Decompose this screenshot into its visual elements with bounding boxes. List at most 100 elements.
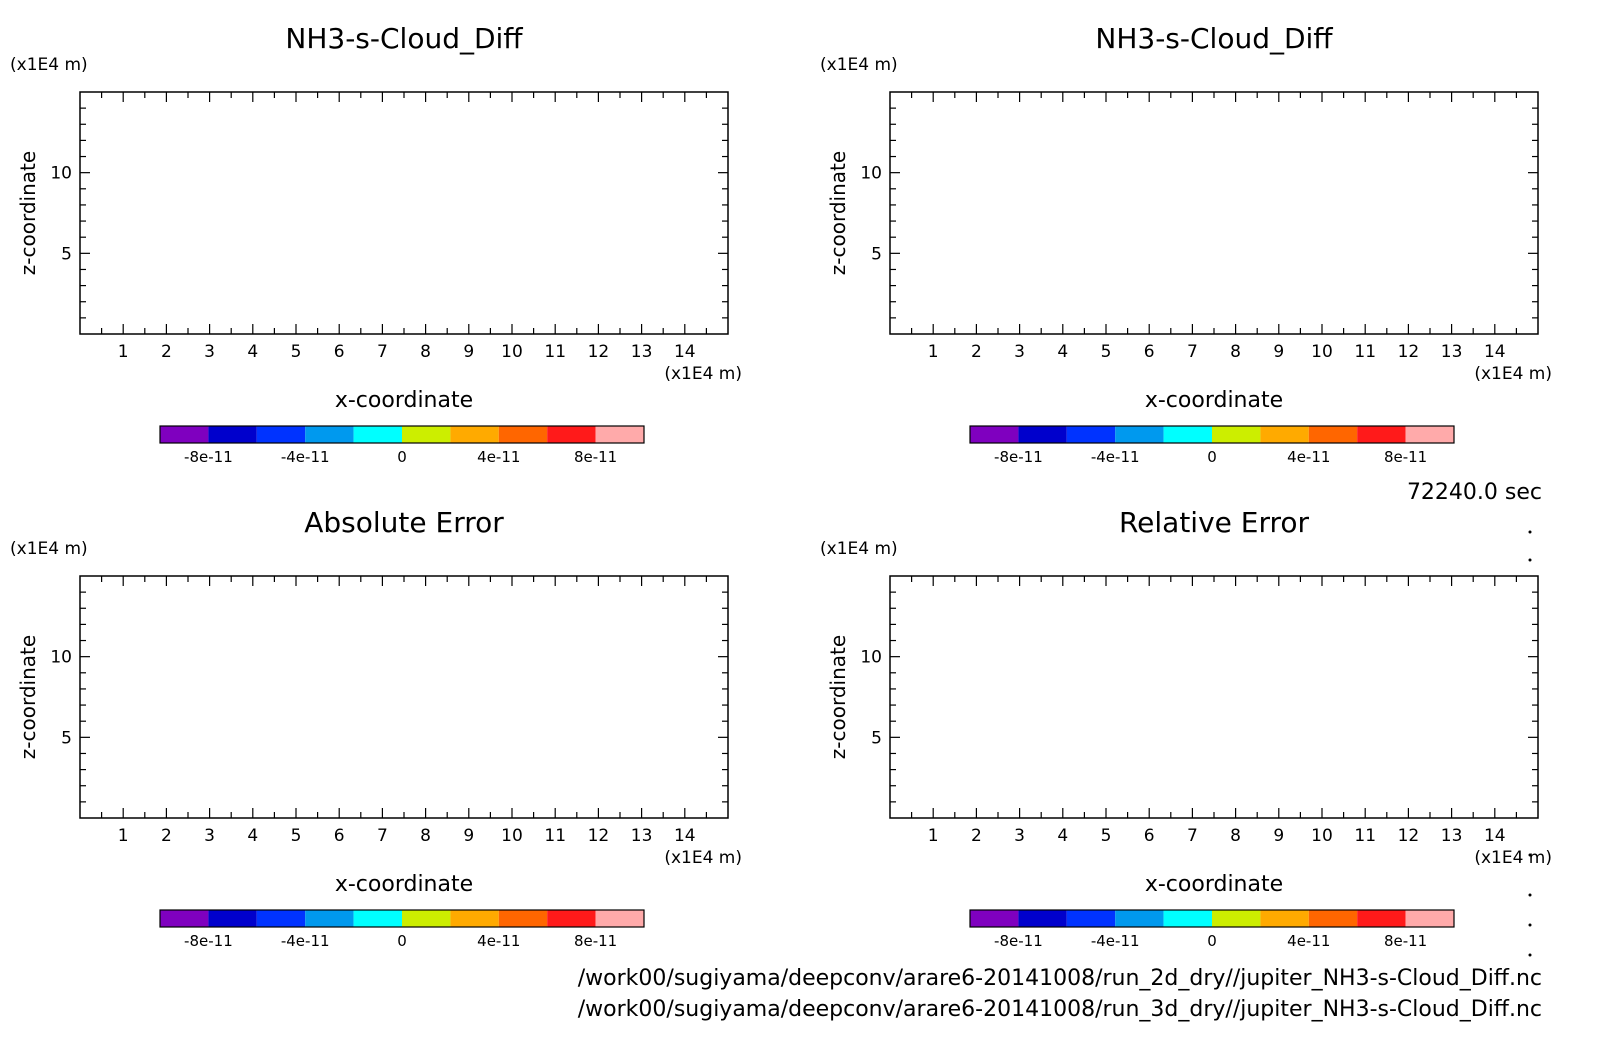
x-tick-label: 5 (1101, 826, 1112, 846)
x-tick-label: 7 (377, 342, 388, 362)
colorbar-tick-label: -8e-11 (994, 932, 1043, 950)
x-tick-label: 14 (1484, 826, 1506, 846)
colorbar-tick-label: 0 (397, 448, 407, 466)
x-tick-label: 6 (334, 826, 345, 846)
colorbar-tick-label: -4e-11 (1091, 448, 1140, 466)
y-unit-label: (x1E4 m) (10, 55, 88, 75)
margin-dot (1528, 558, 1532, 562)
x-unit-label: (x1E4 m) (1474, 364, 1552, 384)
colorbar-swatch (1308, 426, 1358, 443)
colorbar-tick-label: 8e-11 (574, 932, 617, 950)
x-tick-label: 11 (544, 826, 566, 846)
x-tick-label: 1 (118, 826, 129, 846)
colorbar-tick-label: 0 (397, 932, 407, 950)
x-tick-label: 10 (1311, 826, 1333, 846)
x-tick-label: 5 (291, 826, 302, 846)
y-axis-label: z-coordinate (16, 635, 40, 759)
x-tick-label: 5 (291, 342, 302, 362)
x-tick-label: 1 (118, 342, 129, 362)
y-axis-label: z-coordinate (826, 635, 850, 759)
x-tick-label: 7 (1187, 826, 1198, 846)
x-tick-label: 3 (204, 342, 215, 362)
x-tick-label: 11 (1354, 342, 1376, 362)
time-label: 72240.0 sec (1406, 480, 1542, 505)
y-tick-label: 10 (860, 648, 882, 668)
colorbar-swatch (402, 910, 451, 927)
x-tick-label: 8 (420, 826, 431, 846)
colorbar-swatch (160, 426, 209, 443)
colorbar-swatch (305, 910, 354, 927)
colorbar-swatch (498, 426, 548, 443)
colorbar-swatch (256, 426, 306, 443)
y-unit-label: (x1E4 m) (820, 55, 898, 75)
colorbar-tick-label: -8e-11 (184, 932, 233, 950)
x-tick-label: 12 (1398, 826, 1420, 846)
x-tick-label: 13 (631, 342, 653, 362)
y-tick-label: 10 (860, 164, 882, 184)
footer-file-path-2: /work00/sugiyama/deepconv/arare6-2014100… (577, 997, 1542, 1022)
x-tick-label: 13 (631, 826, 653, 846)
plot-frame (889, 575, 1539, 819)
colorbar-swatch (450, 910, 499, 927)
colorbar-swatch (1115, 910, 1164, 927)
x-tick-label: 12 (588, 826, 610, 846)
colorbar-swatch (1066, 426, 1116, 443)
x-tick-label: 10 (501, 826, 523, 846)
colorbar-swatch (256, 910, 306, 927)
x-tick-label: 13 (1441, 826, 1463, 846)
colorbar-tick-label: 8e-11 (1384, 932, 1427, 950)
y-axis-label: z-coordinate (16, 151, 40, 275)
chart-title: NH3-s-Cloud_Diff (285, 22, 523, 55)
colorbar-swatch (1405, 910, 1454, 927)
y-unit-label: (x1E4 m) (820, 539, 898, 559)
x-tick-label: 4 (247, 342, 258, 362)
x-tick-label: 2 (971, 826, 982, 846)
colorbar-swatch (547, 910, 596, 927)
chart-title: Absolute Error (304, 506, 504, 539)
colorbar-swatch (450, 426, 499, 443)
margin-dot (1528, 923, 1532, 927)
colorbar-swatch (1115, 426, 1164, 443)
x-axis-label: x-coordinate (335, 872, 473, 897)
colorbar-swatch (498, 910, 548, 927)
colorbar-swatch (1066, 910, 1116, 927)
colorbar-swatch (1260, 910, 1309, 927)
y-tick-label: 10 (50, 164, 72, 184)
y-tick-label: 5 (871, 244, 882, 264)
chart-panel-4: Relative Error(x1E4 m)1 2 3 4 5 6 7 8 9 10 11 12 13 1… (820, 506, 1552, 950)
x-tick-label: 4 (1057, 342, 1068, 362)
x-tick-label: 14 (1484, 342, 1506, 362)
x-tick-label: 11 (1354, 826, 1376, 846)
x-tick-label: 9 (1273, 342, 1284, 362)
chart-panel-2: NH3-s-Cloud_Diff(x1E4 m)1 2 3 4 5 6 7 8 9 10 11 12 1… (820, 22, 1552, 466)
colorbar-swatch (305, 426, 354, 443)
x-tick-label: 1 (928, 342, 939, 362)
x-tick-label: 9 (463, 826, 474, 846)
colorbar-tick-label: 4e-11 (477, 932, 520, 950)
x-tick-label: 6 (1144, 342, 1155, 362)
colorbar-swatch (595, 426, 644, 443)
x-tick-label: 2 (161, 826, 172, 846)
plot-frame (889, 91, 1539, 335)
colorbar-swatch (1405, 426, 1454, 443)
x-tick-label: 14 (674, 342, 696, 362)
colorbar-swatch (1212, 426, 1261, 443)
colorbar-swatch (353, 910, 402, 927)
x-tick-label: 6 (1144, 826, 1155, 846)
x-tick-label: 4 (1057, 826, 1068, 846)
x-tick-label: 3 (1014, 826, 1025, 846)
y-tick-label: 5 (61, 728, 72, 748)
colorbar-swatch (547, 426, 596, 443)
colorbar-tick-label: -4e-11 (281, 932, 330, 950)
x-tick-label: 3 (204, 826, 215, 846)
colorbar-tick-label: -4e-11 (1091, 932, 1140, 950)
margin-dot (1528, 853, 1532, 857)
colorbar-swatch (1018, 426, 1067, 443)
colorbar-tick-label: -4e-11 (281, 448, 330, 466)
x-unit-label: (x1E4 m) (664, 848, 742, 868)
colorbar-swatch (208, 426, 257, 443)
y-unit-label: (x1E4 m) (10, 539, 88, 559)
x-axis-label: x-coordinate (1145, 388, 1283, 413)
colorbar-swatch (970, 426, 1019, 443)
